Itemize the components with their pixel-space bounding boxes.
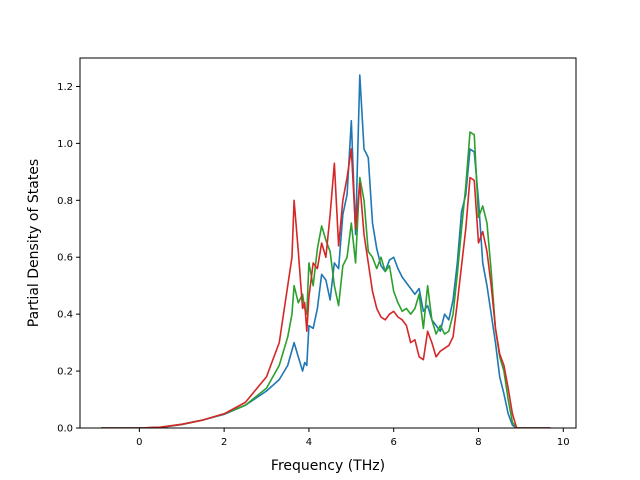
y-tick-label: 0.4 xyxy=(57,310,73,321)
series-layer xyxy=(101,74,551,428)
axes-frame xyxy=(79,57,577,429)
y-tick-label: 0.0 xyxy=(57,424,73,435)
x-axis-title: Frequency (THz) xyxy=(271,458,385,474)
y-tick-label: 0.2 xyxy=(57,367,73,378)
y-axis-ticks: 0.0 0.2 0.4 0.6 0.8 1.0 1.2 xyxy=(57,82,80,435)
x-tick-label: 10 xyxy=(557,437,570,448)
y-axis-title: Partial Density of States xyxy=(26,159,42,327)
x-tick-label: 0 xyxy=(136,437,142,448)
y-tick-label: 1.2 xyxy=(57,82,73,93)
x-axis-ticks: 0 2 4 6 8 10 xyxy=(136,428,570,448)
x-tick-label: 2 xyxy=(221,437,227,448)
y-tick-label: 0.6 xyxy=(57,253,73,264)
x-tick-label: 6 xyxy=(391,437,397,448)
y-tick-label: 1.0 xyxy=(57,139,73,150)
x-tick-label: 8 xyxy=(475,437,481,448)
y-tick-label: 0.8 xyxy=(57,196,73,207)
x-tick-label: 4 xyxy=(306,437,312,448)
series-line-2 xyxy=(101,131,551,428)
series-line-3 xyxy=(101,148,551,428)
